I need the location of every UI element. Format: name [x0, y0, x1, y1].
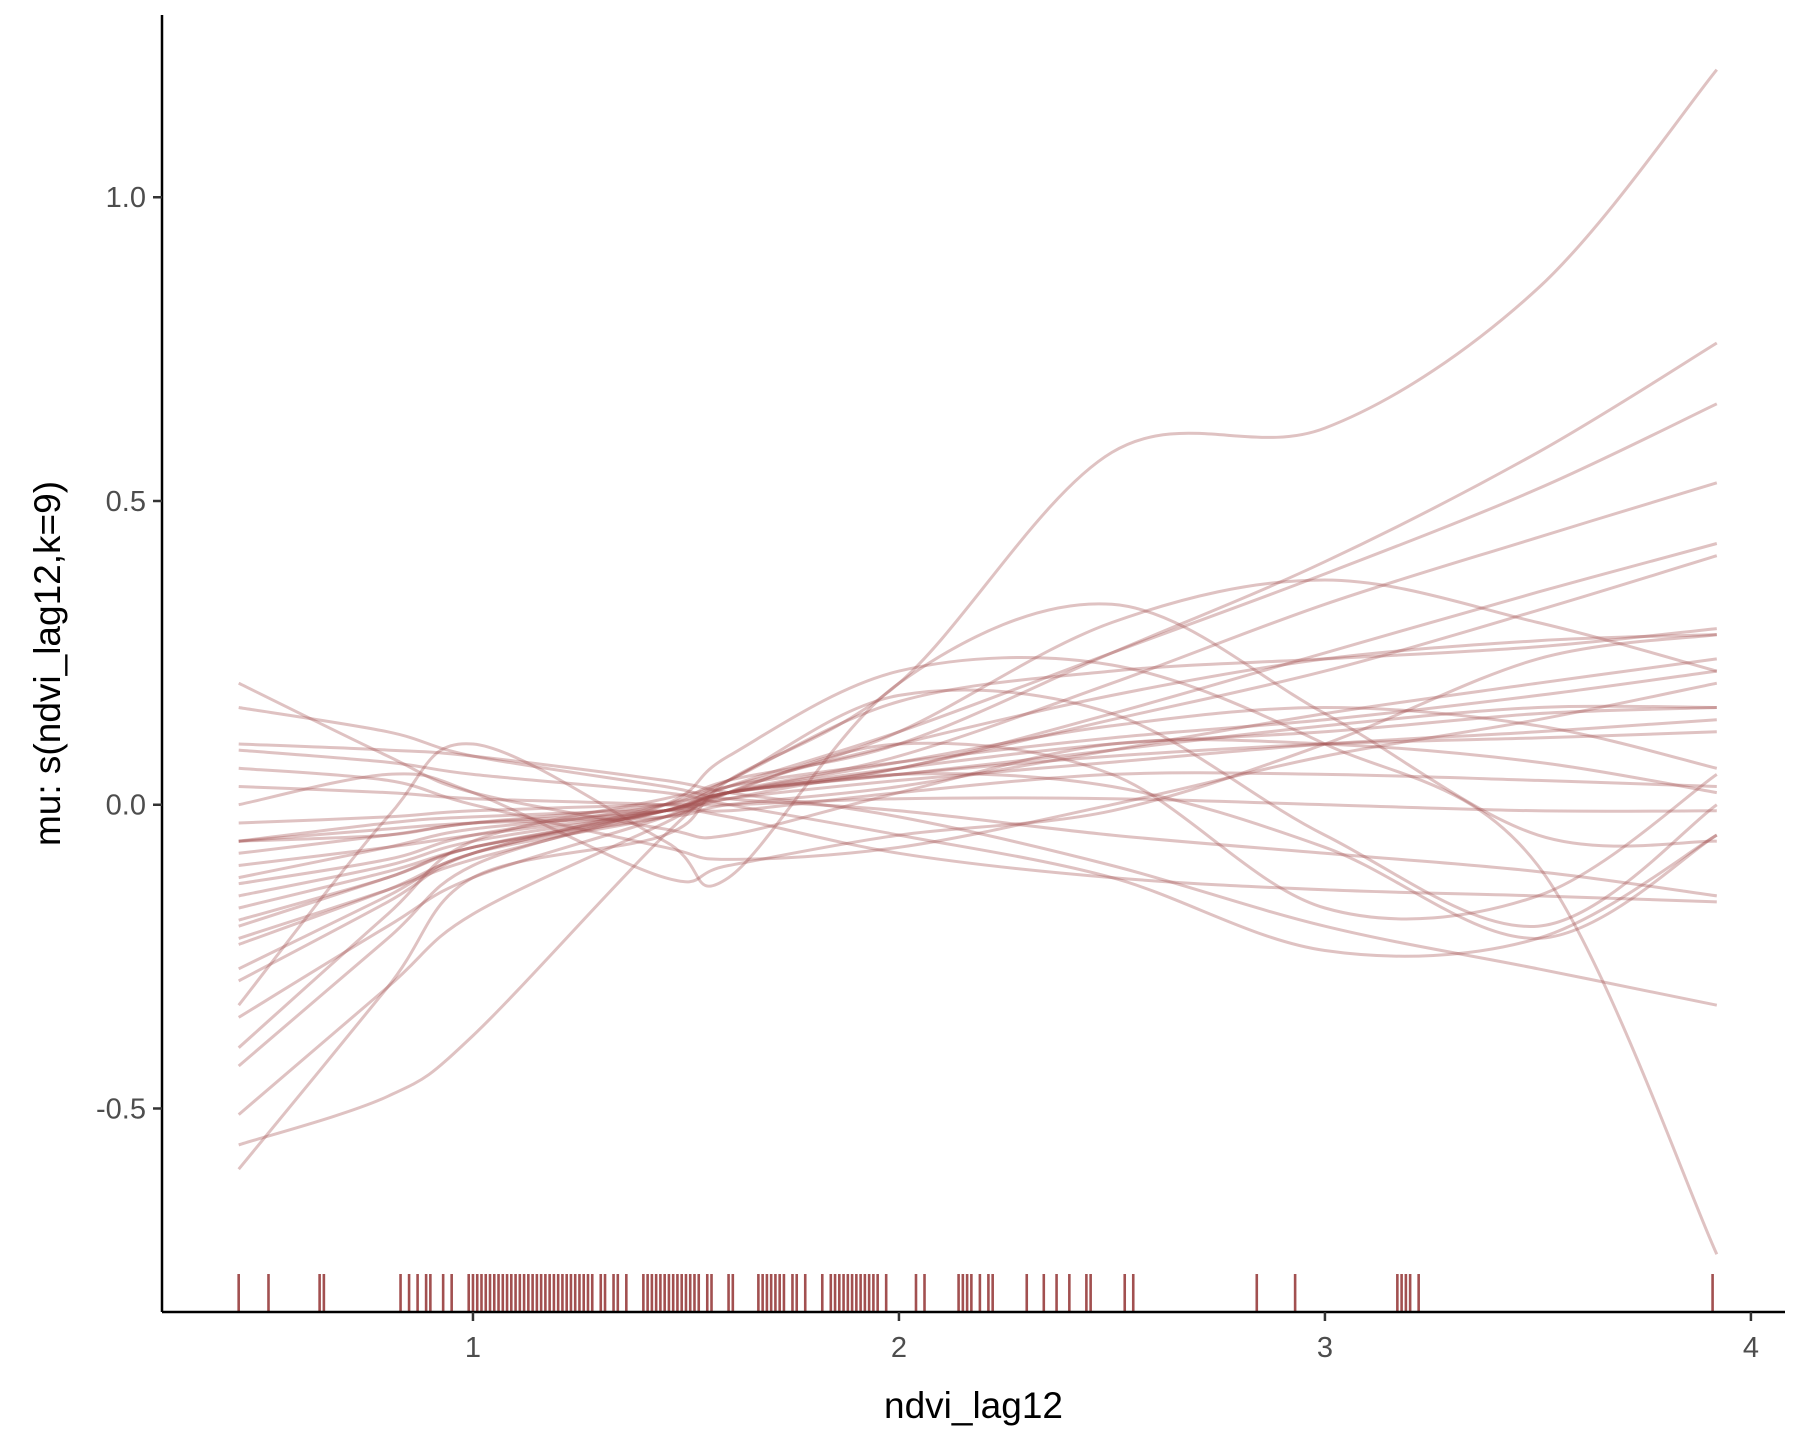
x-tick-label: 4: [1743, 1332, 1759, 1364]
smooth-curve-22: [238, 809, 1717, 904]
smooth-curve-21: [238, 796, 1717, 825]
y-axis-ticks: -0.5 0.0 0.5 1.0: [96, 182, 162, 1125]
rug-group: [237, 1274, 1714, 1312]
smooth-curve-26: [238, 741, 1718, 971]
smooth-curve-4: [237, 481, 1718, 1116]
smooth-curve-8: [237, 656, 1719, 1255]
smooth-curve-12: [238, 704, 1717, 867]
smooth-curve-16: [238, 681, 1718, 840]
smooth-curve-10: [238, 633, 1717, 855]
smooth-curve-7: [238, 578, 1718, 1147]
x-axis-title: ndvi_lag12: [884, 1385, 1063, 1426]
smooth-curve-30: [238, 705, 1718, 898]
smooth-curve-13: [238, 669, 1717, 910]
smooth-curve-6: [238, 554, 1718, 940]
smooth-curve-15: [237, 730, 1717, 983]
smooth-curve-27: [238, 681, 1718, 861]
x-tick-label: 3: [1317, 1332, 1333, 1364]
smooth-curve-14: [238, 718, 1717, 880]
smooth-curve-3: [237, 402, 1718, 1019]
x-tick-label: 1: [465, 1332, 481, 1364]
smooth-curve-17: [238, 706, 1718, 898]
smooth-curve-28: [238, 772, 1718, 940]
smooth-curve-29: [238, 657, 1718, 843]
smooth-curve-9: [238, 627, 1717, 886]
smooth-curve-1: [237, 68, 1718, 1171]
y-tick-label: 0.5: [106, 486, 146, 518]
smooth-curve-5: [238, 542, 1718, 922]
smooth-curve-18: [238, 742, 1718, 1007]
smooth-curve-25: [238, 633, 1718, 884]
y-tick-label: 1.0: [106, 182, 146, 214]
smooth-curve-20: [238, 771, 1717, 813]
y-axis-title: mu: s(ndvi_lag12,k=9): [27, 481, 68, 846]
x-tick-label: 2: [891, 1332, 907, 1364]
smooth-curve-2: [238, 341, 1718, 946]
y-tick-label: -0.5: [96, 1093, 146, 1125]
smooth-curve-23: [237, 602, 1717, 1007]
x-axis-ticks: 1 2 3 4: [465, 1312, 1759, 1364]
smooth-curve-24: [237, 688, 1718, 1049]
y-tick-label: 0.0: [106, 790, 146, 822]
smooth-curve-11: [238, 706, 1717, 843]
smooth-curve-19: [238, 748, 1718, 958]
curves-group: [237, 68, 1719, 1255]
